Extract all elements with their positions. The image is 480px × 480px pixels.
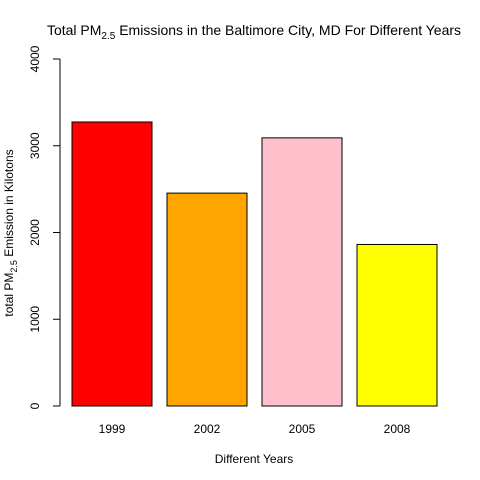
bar-2008: [356, 243, 438, 407]
x-tick-labels: 1999 2002 2005 2008: [99, 422, 411, 436]
bar-2005: [261, 137, 343, 407]
x-tick-label-2008: 2008: [384, 422, 411, 436]
y-tick-label-0: 0: [28, 402, 42, 409]
y-tick-label-4000: 4000: [28, 45, 42, 72]
y-tick-label-3000: 3000: [28, 132, 42, 159]
x-tick-label-2002: 2002: [194, 422, 221, 436]
bar-2002: [166, 192, 248, 407]
y-tick-label-1000: 1000: [28, 306, 42, 333]
y-axis: 0 1000 2000 3000 4000: [28, 45, 61, 409]
y-tick-label-2000: 2000: [28, 219, 42, 246]
bar-1999: [71, 121, 153, 407]
y-axis-label: total PM2.5 Emission in Kilotons: [2, 149, 19, 316]
bars-group: [71, 121, 438, 407]
chart-title: Total PM2.5 Emissions in the Baltimore C…: [47, 22, 461, 42]
x-axis-label: Different Years: [215, 452, 294, 466]
x-tick-label-1999: 1999: [99, 422, 126, 436]
x-tick-label-2005: 2005: [289, 422, 316, 436]
